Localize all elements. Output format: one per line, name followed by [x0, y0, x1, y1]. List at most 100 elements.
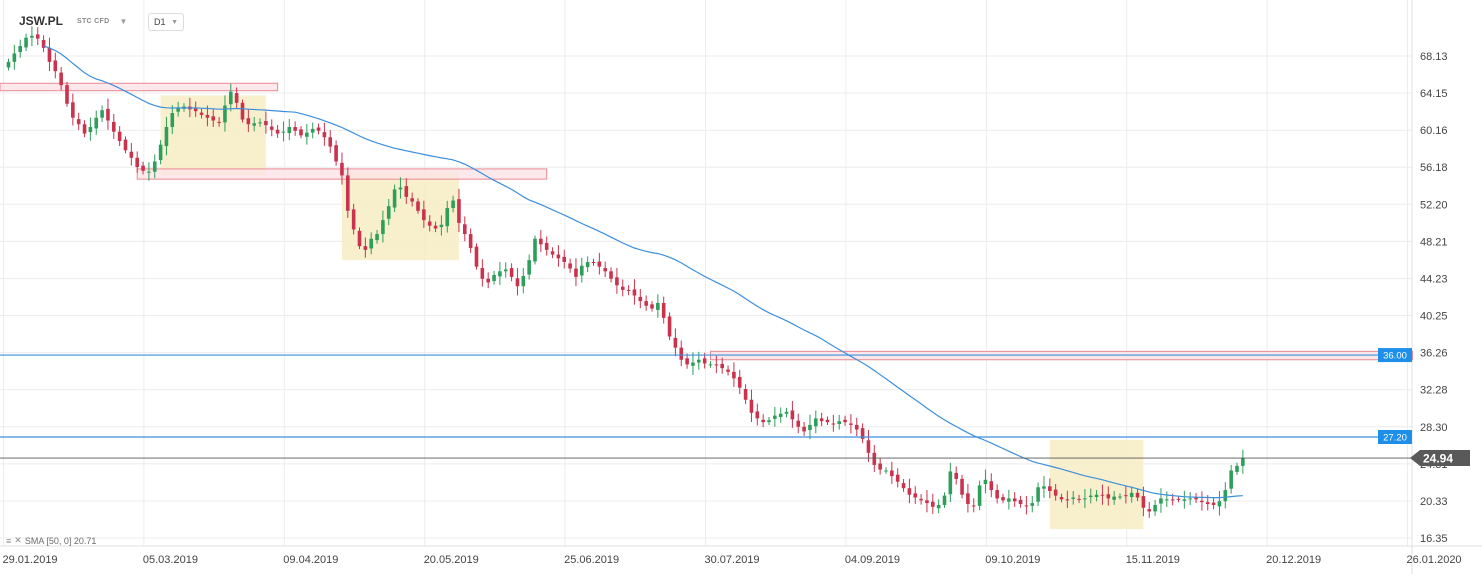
candle-body [1094, 494, 1099, 498]
y-tick-label: 48.21 [1420, 236, 1448, 248]
candle-body [439, 224, 444, 228]
candle-body [521, 275, 526, 287]
chart-zones [0, 82, 1413, 530]
candle-body [948, 471, 953, 495]
candle-body [305, 132, 309, 137]
candle-body [234, 93, 239, 103]
candle-body [615, 277, 619, 286]
candle-body [1200, 500, 1204, 503]
candle-body [977, 485, 982, 506]
candle [258, 118, 262, 127]
candle [275, 125, 280, 138]
candle-body [340, 162, 344, 176]
chevron-down-icon[interactable]: ▼ [119, 16, 128, 26]
candle-body [1229, 470, 1233, 489]
candle [1030, 495, 1035, 513]
candle-body [702, 358, 707, 364]
candle [1129, 486, 1134, 503]
candle-body [474, 246, 479, 267]
instrument-symbol[interactable]: JSW.PL [19, 14, 64, 28]
candle-body [264, 120, 268, 126]
candle [234, 87, 239, 108]
candle-body [463, 224, 467, 235]
candle [463, 216, 467, 242]
candle [954, 466, 958, 485]
candle-body [135, 157, 139, 168]
candle-body [971, 505, 976, 507]
candle [556, 245, 561, 267]
candle [252, 116, 256, 132]
candle [59, 66, 63, 91]
candle [281, 121, 286, 142]
candle-body [574, 268, 578, 277]
y-tick-label: 68.13 [1420, 51, 1448, 63]
candlestick-series [6, 26, 1245, 518]
level-label-box [1378, 430, 1412, 445]
candle-body [515, 278, 520, 287]
current-price-label: 24.94 [1423, 452, 1453, 466]
candle [568, 258, 572, 273]
candle-body [1100, 494, 1105, 496]
candle-body [59, 72, 63, 86]
candle [667, 312, 672, 341]
candle [386, 199, 391, 226]
timeframe-select[interactable]: D1 ▼ [148, 13, 184, 31]
candle [1235, 462, 1239, 475]
candle-body [644, 301, 648, 306]
candle [1135, 488, 1140, 502]
menu-icon[interactable]: ≡ [6, 535, 12, 546]
candle-body [1135, 492, 1140, 498]
close-icon[interactable]: ✕ [14, 535, 22, 545]
candle [521, 268, 526, 294]
candle [269, 119, 274, 137]
candle [293, 121, 297, 136]
candle-body [457, 199, 461, 223]
candle-body [691, 362, 695, 366]
candle-body [936, 504, 941, 509]
candle [503, 262, 508, 278]
candle [47, 37, 52, 72]
candle-body [755, 411, 760, 419]
candle-body [650, 304, 654, 309]
candle-body [872, 452, 877, 465]
candle [375, 230, 379, 244]
candle-body [527, 260, 531, 275]
candle-body [656, 302, 660, 310]
candle-body [269, 126, 274, 130]
candle-body [773, 415, 777, 419]
candle-body [152, 161, 157, 172]
candle [1147, 502, 1152, 518]
candle [814, 410, 818, 434]
candle-body [375, 234, 379, 241]
candle [931, 493, 935, 514]
candle-body [240, 102, 245, 120]
candle-body [492, 275, 496, 282]
candle-body [1129, 492, 1134, 498]
candle [152, 154, 157, 179]
candle [1065, 490, 1070, 509]
candle [334, 140, 338, 166]
instrument-header[interactable]: JSW.PL STC CFD ▼ [19, 14, 127, 28]
candle [492, 270, 496, 285]
candle-body [53, 60, 58, 72]
candle [913, 486, 918, 504]
candle [1053, 484, 1058, 501]
candle-body [480, 268, 485, 279]
candle [661, 296, 666, 324]
instrument-type: STC CFD [77, 17, 110, 25]
horizontal-levels[interactable] [0, 354, 1412, 459]
candle [199, 108, 204, 119]
candle-body [697, 359, 701, 363]
candle [632, 279, 637, 305]
candle-body [1176, 498, 1181, 500]
candle [468, 228, 473, 254]
candle [597, 252, 602, 275]
candle [158, 139, 163, 165]
candle [866, 430, 871, 463]
candle-body [246, 118, 251, 125]
candle-body [550, 251, 555, 255]
candle [1211, 497, 1216, 510]
indicator-legend[interactable]: ≡ ✕ SMA [50, 0] 20.71 [6, 535, 96, 546]
candle-body [568, 263, 572, 269]
